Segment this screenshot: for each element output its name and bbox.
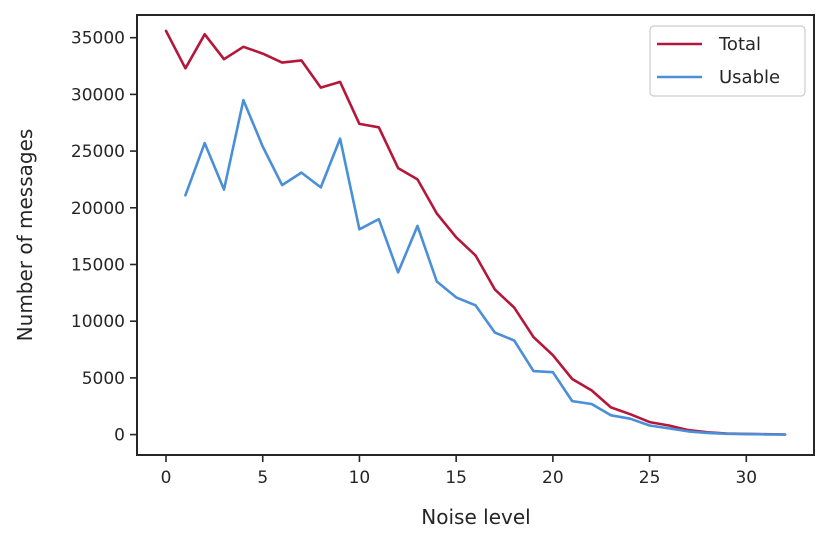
x-tick-label: 5 xyxy=(257,468,268,488)
series-line-usable xyxy=(184,98,787,436)
y-axis-label: Number of messages xyxy=(13,129,37,342)
y-tick-label: 25000 xyxy=(71,142,125,162)
y-tick-label: 0 xyxy=(114,426,125,446)
y-tick-label: 10000 xyxy=(71,312,125,332)
y-tick-label: 20000 xyxy=(71,199,125,219)
plot-area-frame xyxy=(136,14,815,456)
y-tick-label: 35000 xyxy=(71,29,125,49)
x-axis-label: Noise level xyxy=(421,505,530,529)
y-tick-label: 30000 xyxy=(71,85,125,105)
x-tick-label: 15 xyxy=(445,468,467,488)
x-tick-label: 25 xyxy=(639,468,661,488)
legend-label-total: Total xyxy=(718,34,761,55)
x-tick-label: 30 xyxy=(735,468,757,488)
x-tick-label: 20 xyxy=(542,468,564,488)
x-axis-ticks: 0 5 10 15 20 25 30 xyxy=(161,455,757,488)
y-tick-label: 5000 xyxy=(82,369,125,389)
series-lines xyxy=(164,29,787,436)
y-axis-ticks: 0 5000 10000 15000 20000 25000 30000 35000 xyxy=(71,29,137,446)
y-tick-label: 15000 xyxy=(71,255,125,275)
series-line-total xyxy=(164,29,787,436)
x-tick-label: 0 xyxy=(161,468,172,488)
legend-label-usable: Usable xyxy=(719,67,780,88)
x-tick-label: 10 xyxy=(349,468,371,488)
legend: Total Usable xyxy=(649,25,806,97)
